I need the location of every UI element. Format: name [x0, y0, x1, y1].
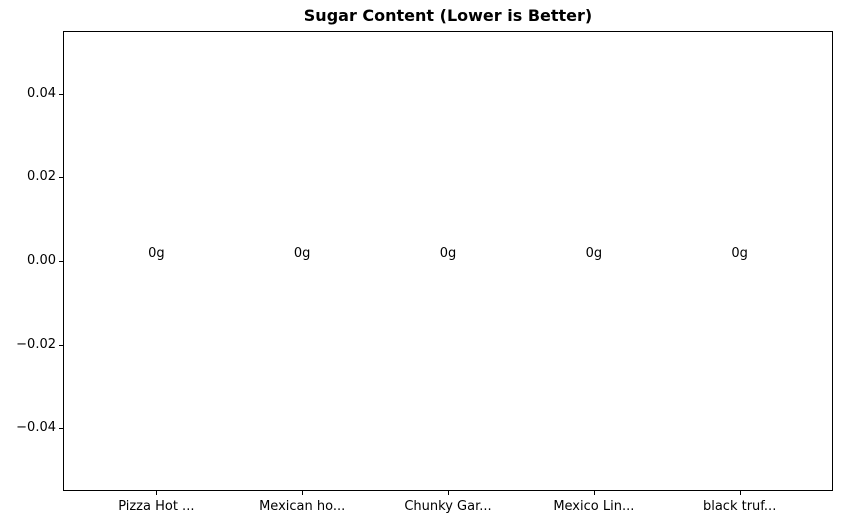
y-axis-tick-label: 0.04: [27, 85, 56, 101]
bar-value-label: 0g: [148, 246, 165, 261]
y-tick-mark: [59, 93, 63, 95]
x-axis-tick-label: Mexico Lin...: [553, 499, 635, 514]
y-tick-mark: [59, 177, 63, 179]
x-tick-mark: [448, 491, 449, 495]
x-axis-tick-label: Mexican ho...: [259, 499, 346, 514]
x-axis-tick-label: Chunky Gar...: [404, 499, 492, 514]
bar-value-label: 0g: [585, 246, 603, 261]
x-tick-mark: [593, 491, 595, 495]
plot-area: [63, 31, 833, 491]
y-tick-mark: [59, 344, 63, 346]
bar-value-label: 0g: [439, 246, 457, 261]
x-axis-tick-label: black truf...: [702, 499, 777, 514]
bar-value-label: 0g: [293, 246, 311, 261]
x-tick-mark: [156, 491, 158, 495]
y-axis-tick-label: 0.02: [27, 169, 56, 185]
y-tick-mark: [59, 428, 63, 430]
x-axis-tick-label: Pizza Hot ...: [118, 499, 195, 514]
y-axis-tick-label: −0.04: [16, 420, 56, 436]
x-tick-mark: [302, 491, 304, 495]
x-tick-mark: [739, 491, 741, 495]
chart-title: Sugar Content (Lower is Better): [303, 6, 593, 25]
y-tick-mark: [59, 261, 63, 262]
y-axis-tick-label: 0.00: [27, 253, 56, 268]
bar-value-label: 0g: [731, 246, 748, 261]
y-axis-tick-label: −0.02: [16, 336, 56, 352]
